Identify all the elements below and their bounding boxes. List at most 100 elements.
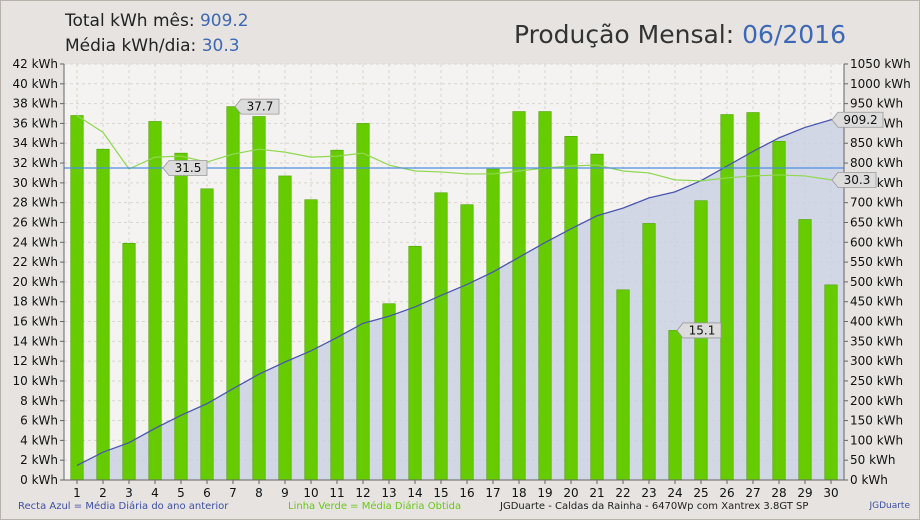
data-label-cumulative-text: 909.2	[843, 113, 877, 127]
bar-day-1	[70, 115, 84, 481]
data-label-bar-7-box	[234, 98, 280, 115]
bar-day-10	[304, 199, 318, 481]
y-right-tick-label: 550 kWh	[850, 255, 903, 269]
footer-system-info: JGDuarte - Caldas da Rainha - 6470Wp com…	[500, 501, 809, 512]
x-tick-label: 13	[381, 486, 396, 500]
x-tick-label: 14	[407, 486, 422, 500]
y-right-tick-label: 400 kWh	[850, 315, 903, 329]
x-tick-label: 24	[667, 486, 682, 500]
y-right-tick-label: 50 kWh	[850, 453, 896, 467]
y-right-tick-label: 1050 kWh	[850, 57, 911, 71]
y-right-tick-label: 800 kWh	[850, 156, 903, 170]
bar-day-22	[616, 289, 630, 481]
y-left-tick-label: 10 kWh	[12, 374, 58, 388]
data-label-reference-box	[162, 160, 208, 176]
x-tick-label: 10	[303, 486, 318, 500]
x-tick-label: 6	[203, 486, 211, 500]
y-left-tick-label: 36 kWh	[12, 116, 58, 130]
x-tick-label: 20	[563, 486, 578, 500]
data-label-average: 30.3	[831, 171, 877, 188]
y-right-tick-label: 350 kWh	[850, 334, 903, 348]
avg-kwh-value: 30.3	[201, 36, 240, 56]
bar-day-14	[408, 245, 422, 481]
x-tick-label: 15	[433, 486, 448, 500]
y-left-tick-label: 18 kWh	[12, 295, 58, 309]
total-kwh-value: 909.2	[199, 11, 249, 31]
x-tick-label: 25	[693, 486, 708, 500]
y-right-tick-label: 200 kWh	[850, 394, 903, 408]
bar-day-6	[200, 188, 214, 481]
footer-blue-note: Recta Azul = Média Diária do ano anterio…	[18, 501, 229, 512]
bar-day-30	[824, 284, 838, 481]
x-tick-label: 18	[511, 486, 526, 500]
data-label-bar-24: 15.1	[676, 322, 722, 339]
x-tick-label: 30	[823, 486, 838, 500]
bar-day-25	[694, 200, 708, 481]
y-left-tick-label: 8 kWh	[20, 394, 58, 408]
cumulative-line	[76, 119, 844, 466]
bar-day-21	[590, 153, 604, 481]
data-label-bar-7-text: 37.7	[247, 100, 274, 114]
y-left-tick-label: 16 kWh	[12, 315, 58, 329]
data-label-average-box	[831, 171, 877, 188]
y-left-tick-label: 24 kWh	[12, 235, 58, 249]
bar-day-28	[772, 140, 786, 481]
bar-day-16	[460, 204, 474, 481]
bar-day-15	[434, 192, 448, 481]
x-tick-label: 5	[177, 486, 185, 500]
bar-day-26	[720, 114, 734, 481]
x-tick-label: 19	[537, 486, 552, 500]
avg-kwh-readout: Média kWh/dia: 30.3	[65, 36, 240, 56]
x-tick-label: 12	[355, 486, 370, 500]
y-left-tick-label: 28 kWh	[12, 196, 58, 210]
avg-kwh-label: Média kWh/dia:	[65, 36, 197, 56]
data-label-reference-text: 31.5	[175, 161, 202, 175]
bar-day-12	[356, 123, 370, 481]
footer-brand: JGDuarte	[869, 501, 910, 511]
data-label-bar-24-box	[676, 322, 722, 339]
y-right-tick-label: 500 kWh	[850, 275, 903, 289]
x-tick-label: 16	[459, 486, 474, 500]
chart-title-period: 06/2016	[742, 20, 846, 49]
x-tick-label: 2	[99, 486, 107, 500]
x-tick-label: 23	[641, 486, 656, 500]
y-right-tick-label: 0 kWh	[850, 473, 888, 487]
data-label-bar-24-text: 15.1	[689, 323, 716, 337]
y-right-tick-label: 150 kWh	[850, 414, 903, 428]
bar-day-23	[642, 223, 656, 481]
bar-day-20	[564, 136, 578, 481]
bar-day-18	[512, 111, 526, 481]
x-tick-label: 27	[745, 486, 760, 500]
y-right-tick-label: 1000 kWh	[850, 77, 911, 91]
x-tick-label: 8	[255, 486, 263, 500]
total-kwh-label: Total kWh mês:	[65, 11, 195, 31]
y-right-tick-label: 650 kWh	[850, 215, 903, 229]
y-left-tick-label: 4 kWh	[20, 433, 58, 447]
y-left-tick-label: 40 kWh	[12, 77, 58, 91]
y-left-tick-label: 0 kWh	[20, 473, 58, 487]
data-label-cumulative-box	[831, 111, 884, 128]
x-tick-label: 1	[73, 486, 81, 500]
y-right-tick-label: 250 kWh	[850, 374, 903, 388]
total-kwh-readout: Total kWh mês: 909.2	[65, 11, 249, 31]
y-right-tick-label: 850 kWh	[850, 136, 903, 150]
y-right-tick-label: 600 kWh	[850, 235, 903, 249]
chart-title: Produção Mensal: 06/2016	[514, 20, 846, 49]
x-tick-label: 22	[615, 486, 630, 500]
data-label-cumulative: 909.2	[831, 111, 884, 128]
x-tick-label: 3	[125, 486, 133, 500]
bar-day-7	[226, 106, 240, 481]
chart-title-label: Produção Mensal:	[513, 20, 735, 49]
y-left-tick-label: 22 kWh	[12, 255, 58, 269]
x-tick-label: 29	[797, 486, 812, 500]
y-left-tick-label: 14 kWh	[12, 334, 58, 348]
x-tick-label: 21	[589, 486, 604, 500]
y-left-tick-label: 26 kWh	[12, 215, 58, 229]
data-label-reference: 31.5	[162, 160, 208, 176]
x-tick-label: 4	[151, 486, 159, 500]
y-right-tick-label: 700 kWh	[850, 196, 903, 210]
y-right-tick-label: 950 kWh	[850, 97, 903, 111]
data-label-bar-7: 37.7	[234, 98, 280, 115]
x-tick-label: 28	[771, 486, 786, 500]
